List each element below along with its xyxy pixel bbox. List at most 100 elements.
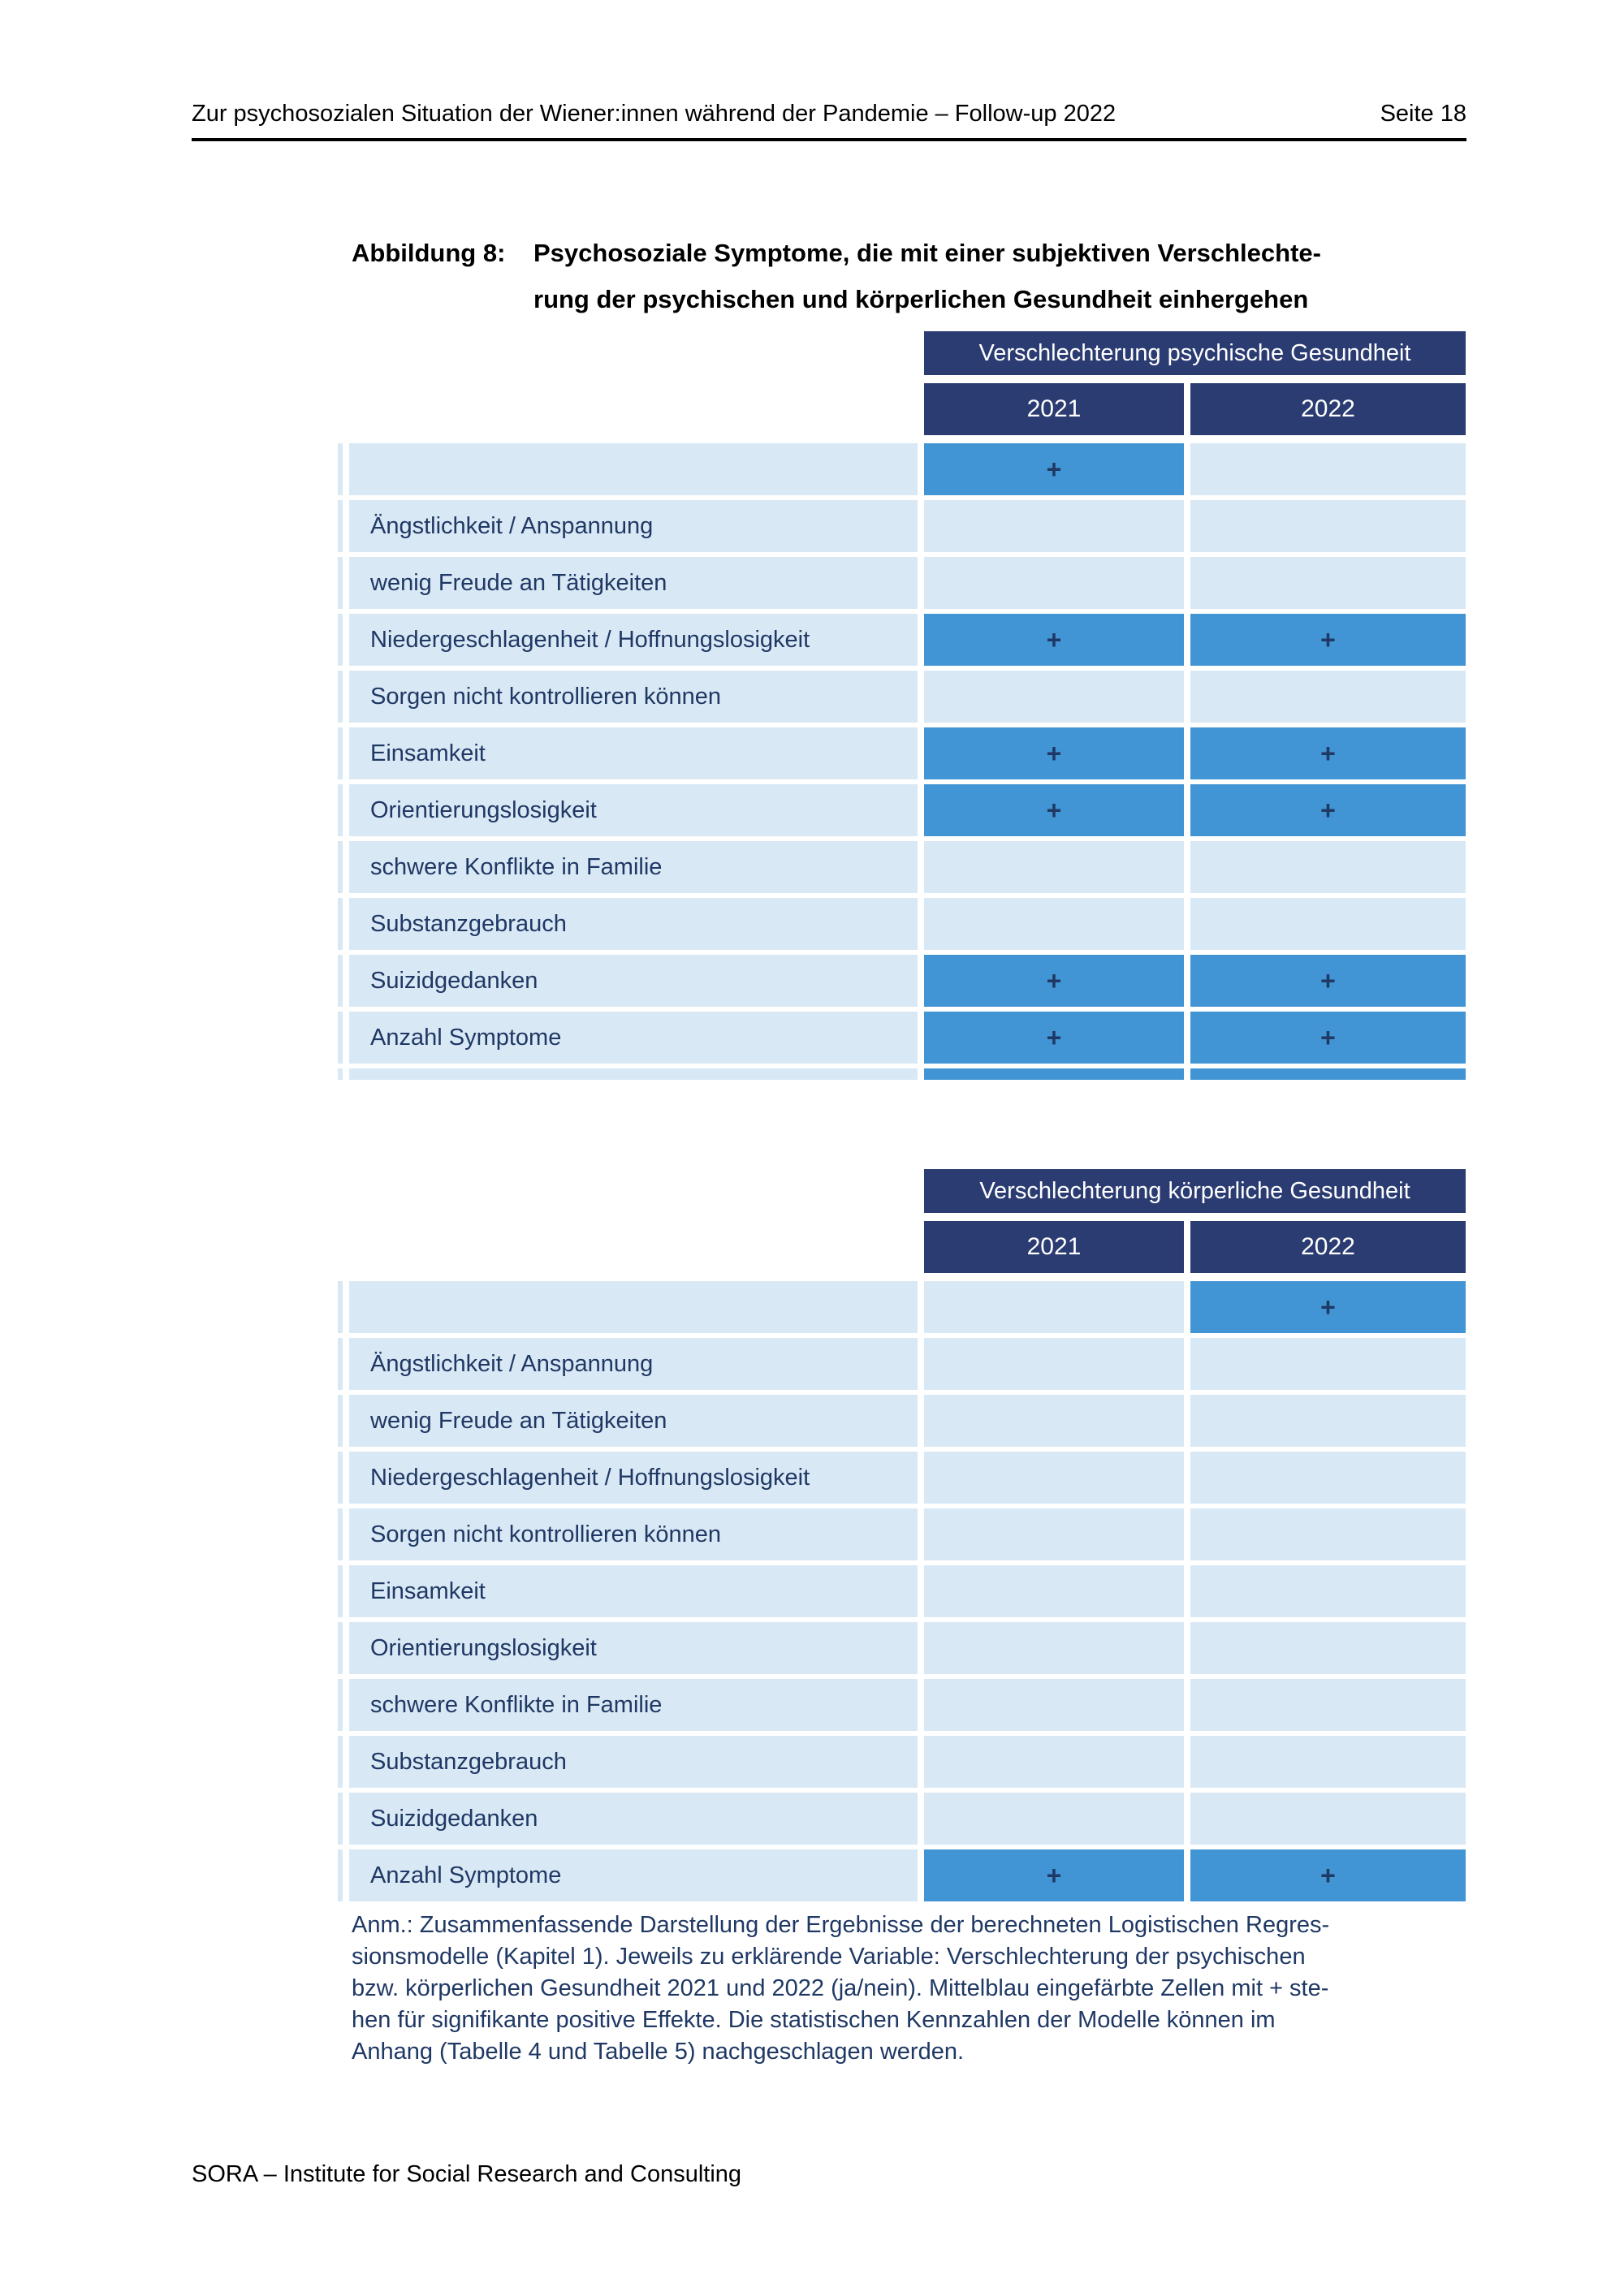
row-label: Sorgen nicht kontrollieren können: [349, 671, 918, 723]
cell-2021: [924, 1395, 1184, 1447]
row-edge-sliver: [338, 841, 343, 893]
column-header-2022: 2022: [1190, 1221, 1466, 1273]
row-label: Einsamkeit: [349, 1565, 918, 1617]
cell-2022: [1190, 671, 1466, 723]
table-banner: Verschlechterung psychische Gesundheit: [924, 331, 1466, 375]
cell-2022: [1190, 1793, 1466, 1845]
table-row: Substanzgebrauch: [338, 898, 1466, 950]
cell-2021: +: [924, 1849, 1184, 1901]
cell-2022: +: [1190, 614, 1466, 666]
cell-2021: +: [924, 955, 1184, 1007]
header-rule: [192, 138, 1466, 141]
table-row: Einsamkeit: [338, 1565, 1466, 1617]
row-edge-sliver: [338, 1395, 343, 1447]
spacer: [349, 331, 918, 375]
cell-2021: [924, 1622, 1184, 1674]
cell-2021: +: [924, 443, 1184, 495]
spacer: [349, 383, 918, 435]
cell-2022: [1190, 898, 1466, 950]
cell-2021: [924, 841, 1184, 893]
row-edge-sliver: [338, 1679, 343, 1731]
row-edge-sliver: [338, 500, 343, 552]
cell-2022: +: [1190, 1849, 1466, 1901]
row-edge-sliver: [338, 443, 343, 495]
table-psychische-gesundheit: Verschlechterung psychische Gesundheit 2…: [338, 331, 1466, 1080]
table-row: wenig Freude an Tätigkeiten: [338, 1395, 1466, 1447]
spacer: [338, 383, 343, 435]
cell-2021: [924, 1452, 1184, 1504]
table-row: Substanzgebrauch: [338, 1736, 1466, 1788]
row-edge-sliver: [338, 614, 343, 666]
figure-caption: Abbildung 8: Psychosoziale Symptome, die …: [352, 230, 1505, 322]
caption-line-2: rung der psychischen und körperlichen Ge…: [533, 285, 1309, 313]
spacer: [338, 331, 343, 375]
cell-2021: [924, 1068, 1184, 1080]
cell-2021: +: [924, 784, 1184, 836]
page-footer: SORA – Institute for Social Research and…: [192, 2161, 741, 2188]
cell-2022: [1190, 1508, 1466, 1560]
row-label: schwere Konflikte in Familie: [349, 841, 918, 893]
cell-2022: [1190, 1679, 1466, 1731]
table-row: schwere Konflikte in Familie: [338, 841, 1466, 893]
table-koerperliche-gesundheit: Verschlechterung körperliche Gesundheit …: [338, 1169, 1466, 1906]
table-row: Sorgen nicht kontrollieren können: [338, 1508, 1466, 1560]
row-label: Ängstlichkeit / Anspannung: [349, 500, 918, 552]
row-label: Orientierungslosigkeit: [349, 1622, 918, 1674]
table-row: Einsamkeit + +: [338, 727, 1466, 779]
cell-2022: [1190, 1565, 1466, 1617]
cell-2022: [1190, 1395, 1466, 1447]
row-edge-sliver: [338, 1508, 343, 1560]
table-row: Sorgen nicht kontrollieren können: [338, 671, 1466, 723]
table-row: +: [338, 1281, 1466, 1333]
cell-2021: [924, 1338, 1184, 1390]
cell-2022: [1190, 1452, 1466, 1504]
caption-text-1: Psychosoziale Symptome, die mit einer su…: [533, 239, 1321, 267]
row-edge-sliver: [338, 1736, 343, 1788]
page-number: Seite 18: [1380, 101, 1466, 127]
row-label: Substanzgebrauch: [349, 1736, 918, 1788]
row-edge-sliver: [338, 1793, 343, 1845]
table-row: Suizidgedanken: [338, 1793, 1466, 1845]
cell-2021: [924, 1679, 1184, 1731]
cell-2022: [1190, 1068, 1466, 1080]
table-row: +: [338, 443, 1466, 495]
table-row: schwere Konflikte in Familie: [338, 1679, 1466, 1731]
cell-2021: [924, 1281, 1184, 1333]
note-line: Anm.: Zusammenfassende Darstellung der E…: [352, 1912, 1330, 1938]
row-edge-sliver: [338, 1068, 343, 1080]
cell-2022: [1190, 557, 1466, 609]
spacer: [349, 1169, 918, 1213]
table-column-headers: 2021 2022: [338, 1221, 1466, 1273]
row-label: [349, 443, 918, 495]
cell-2021: [924, 898, 1184, 950]
cell-2022: [1190, 500, 1466, 552]
cell-2022: [1190, 1736, 1466, 1788]
cell-2021: [924, 557, 1184, 609]
table-row: Suizidgedanken + +: [338, 955, 1466, 1007]
table-body: + Ängstlichkeit / Anspannung wenig Freude …: [338, 443, 1466, 1080]
row-label: Suizidgedanken: [349, 955, 918, 1007]
row-label: wenig Freude an Tätigkeiten: [349, 557, 918, 609]
row-edge-sliver: [338, 1622, 343, 1674]
table-row: Anzahl Symptome + +: [338, 1849, 1466, 1901]
row-edge-sliver: [338, 898, 343, 950]
cell-2022: +: [1190, 784, 1466, 836]
cell-2022: +: [1190, 1012, 1466, 1064]
column-header-2021: 2021: [924, 383, 1184, 435]
table-banner-row: Verschlechterung körperliche Gesundheit: [338, 1169, 1466, 1213]
table-row: Ängstlichkeit / Anspannung: [338, 500, 1466, 552]
table-row: wenig Freude an Tätigkeiten: [338, 557, 1466, 609]
spacer: [338, 1221, 343, 1273]
column-header-2022: 2022: [1190, 383, 1466, 435]
note-line: sionsmodelle (Kapitel 1). Jeweils zu erk…: [352, 1944, 1306, 1970]
row-label: Orientierungslosigkeit: [349, 784, 918, 836]
cell-2021: [924, 500, 1184, 552]
note-line: Anhang (Tabelle 4 und Tabelle 5) nachges…: [352, 2039, 965, 2065]
row-edge-sliver: [338, 1849, 343, 1901]
row-edge-sliver: [338, 1281, 343, 1333]
row-edge-sliver: [338, 1338, 343, 1390]
figure-note: Anm.: Zusammenfassende Darstellung der E…: [352, 1910, 1505, 2068]
row-label: wenig Freude an Tätigkeiten: [349, 1395, 918, 1447]
row-label: schwere Konflikte in Familie: [349, 1679, 918, 1731]
